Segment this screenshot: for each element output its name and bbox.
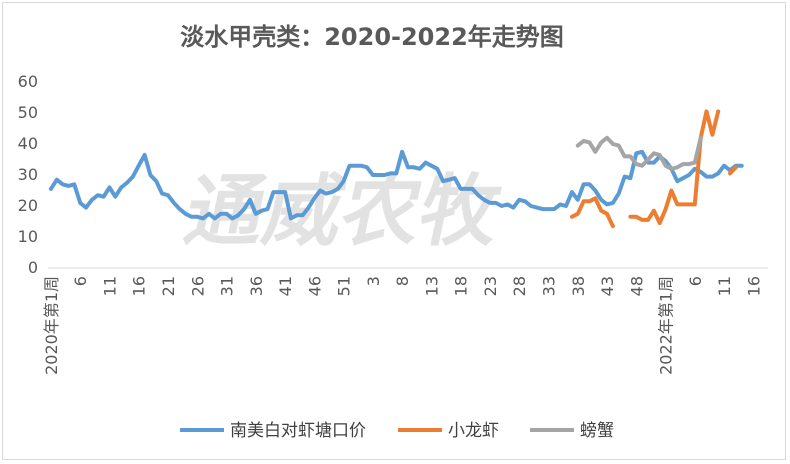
x-tick-label: 11 bbox=[715, 276, 734, 296]
y-tick-label: 30 bbox=[18, 165, 38, 184]
legend-label: 小龙虾 bbox=[448, 421, 499, 441]
x-tick-label: 41 bbox=[276, 276, 295, 296]
y-tick-label: 60 bbox=[18, 72, 38, 91]
x-tick-label: 2020年第1周 bbox=[42, 276, 61, 375]
chart-frame bbox=[2, 2, 786, 460]
x-tick-label: 16 bbox=[744, 276, 763, 296]
x-tick-label: 13 bbox=[422, 276, 441, 296]
y-tick-label: 0 bbox=[28, 258, 38, 277]
x-tick-label: 38 bbox=[569, 276, 588, 296]
x-tick-label: 51 bbox=[335, 276, 354, 296]
chart-title: 淡水甲壳类：2020-2022年走势图 bbox=[180, 23, 564, 51]
series-line-2 bbox=[575, 135, 703, 171]
x-tick-label: 26 bbox=[188, 276, 207, 296]
x-tick-label: 6 bbox=[686, 276, 705, 286]
x-tick-label: 16 bbox=[130, 276, 149, 296]
legend-label: 南美白对虾塘口价 bbox=[230, 421, 366, 441]
x-tick-label: 18 bbox=[452, 276, 471, 296]
x-tick-label: 33 bbox=[539, 276, 558, 296]
x-tick-label: 21 bbox=[159, 276, 178, 296]
x-tick-label: 2022年第1周 bbox=[657, 276, 676, 375]
x-tick-label: 11 bbox=[100, 276, 119, 296]
legend-label: 螃蟹 bbox=[580, 421, 614, 441]
x-tick-label: 23 bbox=[481, 276, 500, 296]
y-tick-label: 40 bbox=[18, 134, 38, 153]
x-tick-label: 8 bbox=[393, 276, 412, 286]
y-tick-label: 50 bbox=[18, 103, 38, 122]
x-tick-label: 48 bbox=[627, 276, 646, 296]
y-tick-label: 20 bbox=[18, 196, 38, 215]
series-line-0 bbox=[48, 149, 744, 221]
x-tick-label: 28 bbox=[510, 276, 529, 296]
series-line-1 bbox=[569, 109, 738, 229]
x-tick-label: 36 bbox=[247, 276, 266, 296]
x-tick-label: 46 bbox=[305, 276, 324, 296]
x-tick-label: 6 bbox=[71, 276, 90, 286]
x-tick-label: 3 bbox=[364, 276, 383, 286]
y-tick-label: 10 bbox=[18, 227, 38, 246]
x-tick-label: 43 bbox=[598, 276, 617, 296]
x-tick-label: 31 bbox=[218, 276, 237, 296]
